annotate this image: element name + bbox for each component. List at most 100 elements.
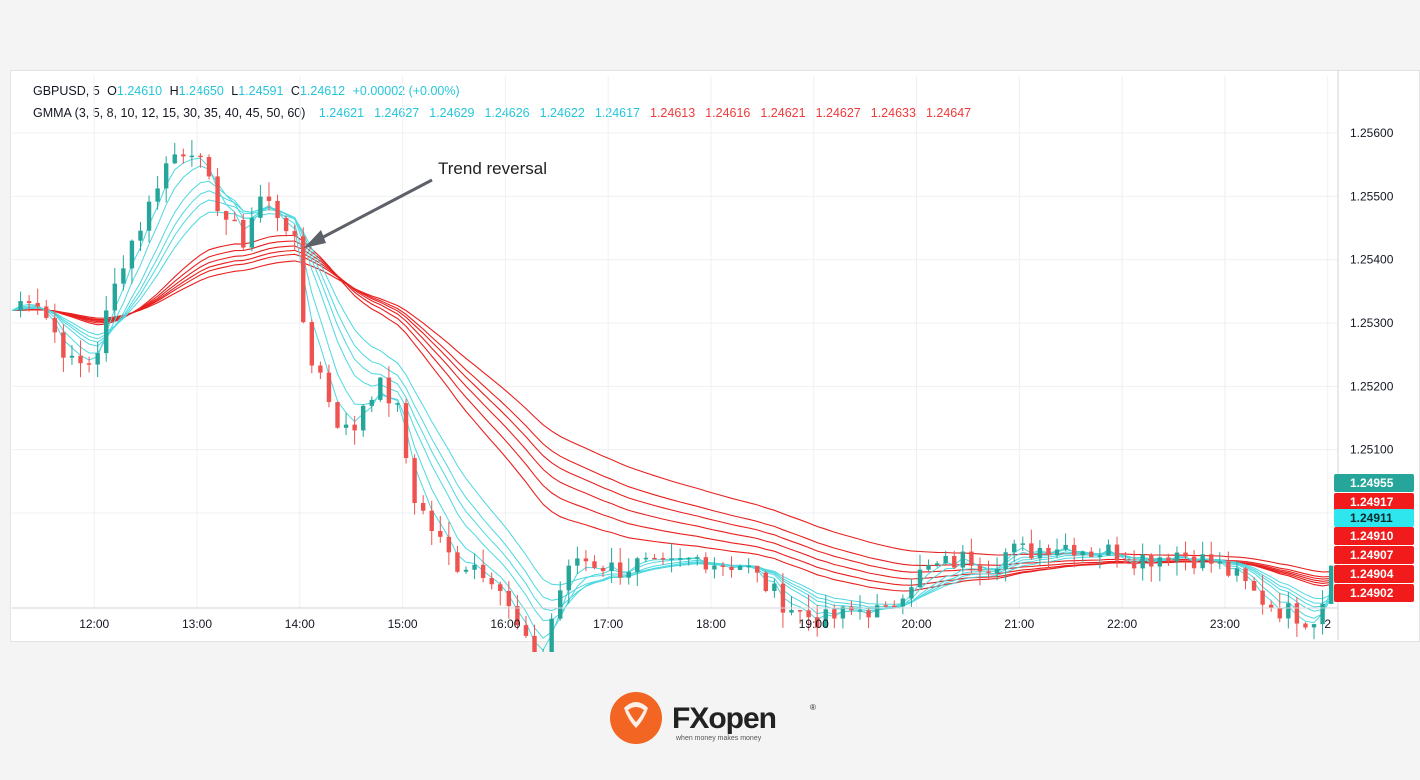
candle-body (343, 424, 349, 428)
gmma-short-value-5: 1.24617 (594, 106, 640, 120)
candle-body (403, 403, 409, 459)
candle-body (1166, 557, 1171, 562)
candle-body (44, 306, 49, 318)
candle-body (592, 561, 597, 568)
candle-body (369, 399, 374, 406)
x-tick-label: 18:00 (696, 617, 726, 631)
candle-body (558, 590, 563, 619)
candle-body (395, 403, 400, 405)
candle-body (883, 605, 888, 607)
gmma-short-value-4: 1.24622 (539, 106, 585, 120)
price-tag-label: 1.24911 (1350, 511, 1393, 525)
y-tick-label: 1.25600 (1350, 126, 1394, 140)
candle-body (138, 230, 143, 241)
x-tick-label: 23:00 (1210, 617, 1240, 631)
indicator-legend: GMMA (3, 5, 8, 10, 12, 15, 30, 35, 40, 4… (33, 106, 979, 120)
candle-body (1260, 590, 1265, 605)
y-tick-label: 1.25300 (1350, 316, 1394, 330)
candle-body (977, 565, 983, 572)
candle-body (1183, 552, 1188, 557)
candle-body (532, 635, 537, 652)
open-value: O1.24610 (107, 84, 163, 98)
candle-body (643, 557, 649, 560)
candle-body (1226, 561, 1231, 576)
candle-body (1174, 552, 1180, 562)
candle-body (832, 609, 837, 619)
price-chart[interactable]: Trend reversal 1.25600 1.25500 1.25400 1.25… (0, 0, 1420, 652)
candle-body (549, 618, 554, 652)
candle-body (652, 557, 657, 560)
candle-body (112, 283, 117, 311)
candle-body (455, 552, 460, 572)
price-tag (1334, 509, 1414, 527)
candle-body (1106, 544, 1111, 556)
candle-body (506, 590, 512, 607)
candle-body (104, 310, 109, 354)
candle-body (438, 531, 443, 537)
candle-body (1063, 544, 1068, 550)
indicator-label: GMMA (3, 5, 8, 10, 12, 15, 30, 35, 40, 4… (33, 106, 306, 120)
gmma-long-value-5: 1.24647 (925, 106, 972, 120)
candle-body (755, 565, 760, 573)
long-ma-line-50 (11, 253, 1332, 578)
candle-body (1200, 554, 1205, 569)
candle-body (1157, 557, 1163, 567)
candle-body (1209, 554, 1214, 564)
candle-body (335, 402, 340, 428)
trend-reversal-label: Trend reversal (438, 159, 547, 178)
price-tag (1334, 474, 1414, 492)
candle-body (1089, 551, 1094, 557)
y-tick-label: 1.25500 (1350, 189, 1394, 203)
candle-body (189, 155, 195, 158)
long-ma-line-40 (11, 245, 1332, 582)
candle-body (258, 196, 263, 218)
candle-body (1294, 603, 1300, 624)
price-tag (1334, 546, 1414, 564)
candle-body (969, 551, 974, 566)
candle-body (1268, 604, 1274, 608)
candle-body (420, 503, 426, 511)
candle-body (292, 231, 297, 237)
candle-body (720, 565, 726, 567)
candle-body (155, 188, 160, 202)
fxopen-logo[interactable]: FXopen ® when money makes money (610, 688, 820, 750)
candle-body (583, 558, 589, 562)
candle-body (1191, 556, 1197, 569)
candle-body (943, 556, 948, 564)
long-ma-line-35 (11, 240, 1332, 586)
candle-body (712, 565, 717, 570)
candle-body (1286, 603, 1291, 619)
candle-body (1131, 562, 1137, 569)
x-tick-label: 12:00 (79, 617, 109, 631)
candle-body (823, 609, 828, 628)
candle-body (241, 220, 246, 248)
long-ma-line-45 (11, 249, 1332, 580)
candle-body (1320, 603, 1325, 625)
price-tag-label: 1.24910 (1350, 529, 1394, 543)
candle-body (129, 240, 135, 269)
low-value: L1.24591 (231, 84, 284, 98)
price-tag-label: 1.24902 (1350, 586, 1394, 600)
candle-body (523, 625, 529, 636)
price-tag-label: 1.24904 (1350, 567, 1394, 581)
candle-body (121, 268, 126, 284)
candle-body (86, 363, 92, 365)
candle-body (772, 583, 777, 592)
candle-body (952, 556, 957, 568)
candle-body (994, 569, 1000, 573)
candle-body (1046, 547, 1051, 556)
candle-body (789, 610, 794, 613)
candle-body (909, 587, 914, 599)
candle-body (446, 536, 452, 553)
price-tags: 1.24955 1.24917 1.24911 1.24910 1.24907 1.249… (1334, 474, 1414, 602)
x-tick-label: 13:00 (182, 617, 212, 631)
price-tag-label: 1.24907 (1350, 548, 1394, 562)
gmma-long-value-0: 1.24613 (650, 106, 696, 120)
candle-body (301, 236, 306, 323)
candle-body (900, 598, 906, 607)
change-value: +0.00002 (+0.00%) (352, 84, 460, 98)
chart-panel: GBPUSD, 5 O1.24610 H1.24650 L1.24591 C1.… (10, 70, 1420, 642)
x-tick-label: 14:00 (285, 617, 315, 631)
y-tick-label: 1.25400 (1350, 253, 1394, 267)
candle-body (1029, 543, 1034, 559)
